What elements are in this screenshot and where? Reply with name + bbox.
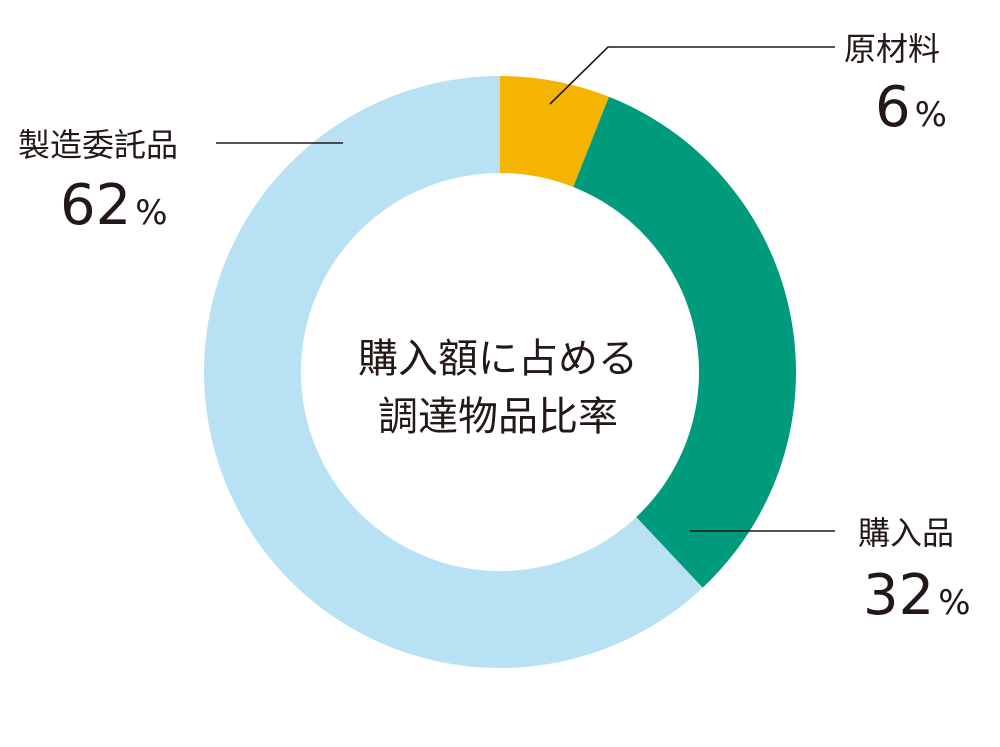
donut-slice-contract-manufacturing	[203, 76, 703, 668]
donut-slice-raw-materials	[500, 76, 609, 187]
slice-label-raw-materials: 原材料	[844, 30, 940, 68]
value-number-raw-materials: 6	[875, 75, 911, 140]
center-title-line-1: 購入額に占める	[358, 336, 638, 382]
percent-sign-contract-manufacturing: %	[135, 193, 167, 233]
value-number-contract-manufacturing: 62	[60, 173, 131, 238]
center-title-line-2: 調達物品比率	[378, 394, 618, 440]
slice-label-contract-manufacturing: 製造委託品	[18, 126, 178, 164]
slice-label-purchased-parts: 購入品	[858, 514, 954, 552]
leader-line-raw-materials	[549, 46, 835, 105]
value-number-purchased-parts: 32	[863, 563, 934, 628]
donut-slice-purchased-parts	[573, 96, 796, 588]
percent-sign-raw-materials: %	[915, 95, 947, 135]
percent-sign-purchased-parts: %	[938, 583, 970, 623]
slice-value-contract-manufacturing: 62%	[60, 173, 168, 238]
slice-value-raw-materials: 6%	[875, 75, 947, 140]
donut-slices	[203, 76, 796, 668]
slice-value-purchased-parts: 32%	[863, 563, 971, 628]
